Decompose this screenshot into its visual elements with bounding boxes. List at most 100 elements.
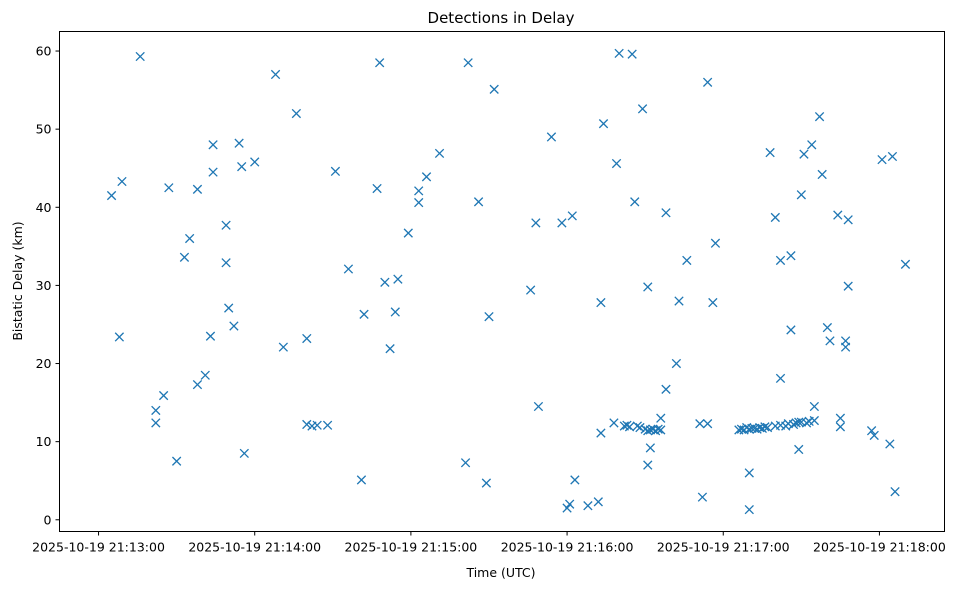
data-point [840, 336, 851, 346]
x-tick-label: 2025-10-19 21:16:00 [501, 540, 634, 555]
data-point [158, 390, 169, 401]
data-point [674, 296, 684, 306]
data-point [343, 264, 354, 274]
data-point [312, 420, 322, 430]
data-point [380, 277, 390, 287]
data-point [533, 401, 544, 412]
data-point [567, 211, 577, 221]
y-tick-label: 50 [36, 122, 52, 137]
data-point [302, 333, 312, 344]
plot-frame [59, 31, 945, 532]
data-point [434, 148, 445, 159]
data-point [611, 158, 622, 169]
data-point [179, 252, 190, 262]
x-tick-label: 2025-10-19 21:18:00 [813, 540, 946, 555]
data-point [762, 422, 773, 433]
data-point [375, 58, 385, 68]
data-point [708, 297, 718, 308]
data-point [890, 486, 900, 497]
data-point [786, 325, 796, 335]
y-tick-label: 30 [36, 278, 52, 293]
data-point [702, 419, 713, 429]
data-point [356, 475, 367, 485]
data-point [866, 426, 877, 436]
data-point [900, 259, 911, 269]
data-point [656, 425, 666, 435]
plot-area: 2025-10-19 21:13:00 2025-10-19 21:14:00 20… [32, 31, 946, 555]
data-point [835, 422, 846, 432]
x-tick-label: 2025-10-19 21:14:00 [188, 540, 321, 555]
data-point [229, 321, 239, 331]
data-point [330, 166, 341, 177]
y-tick-label: 60 [36, 44, 52, 59]
x-tick-label: 2025-10-19 21:15:00 [345, 540, 478, 555]
data-point [744, 468, 754, 478]
data-point [390, 307, 400, 317]
data-point [697, 492, 708, 502]
data-point [744, 504, 754, 515]
data-point [525, 285, 536, 295]
x-axis-label: Time (UTC) [465, 565, 535, 580]
data-point [278, 342, 289, 352]
data-point [661, 208, 671, 218]
data-point [671, 358, 682, 369]
data-point [200, 370, 210, 380]
data-point [570, 475, 580, 485]
data-point [833, 210, 843, 220]
data-point [151, 405, 161, 416]
data-point [484, 311, 494, 322]
data-point [622, 420, 632, 430]
data-point [822, 322, 833, 333]
data-point [835, 413, 846, 423]
data-point [239, 448, 249, 459]
data-point [661, 384, 671, 394]
data-point [817, 169, 827, 180]
data-point [460, 458, 471, 468]
data-point [682, 255, 692, 266]
data-point [596, 428, 606, 438]
data-point [164, 183, 174, 193]
data-point [557, 218, 567, 228]
data-point [775, 373, 786, 384]
data-point [489, 84, 499, 94]
data-point [643, 282, 653, 292]
data-point [796, 190, 806, 200]
data-point [801, 418, 812, 428]
data-point [614, 48, 624, 59]
data-point [596, 297, 606, 308]
data-point [463, 58, 473, 68]
data-point [656, 413, 666, 423]
data-point [135, 51, 145, 62]
data-point [799, 149, 809, 159]
data-point [531, 218, 541, 228]
data-point [205, 331, 216, 341]
data-point [598, 119, 609, 129]
y-tick-label: 40 [36, 200, 52, 215]
data-point [171, 456, 182, 466]
data-point [237, 161, 247, 172]
data-point [414, 186, 424, 196]
data-point [643, 426, 653, 436]
data-point [302, 419, 312, 430]
data-point [825, 336, 835, 346]
x-axis-ticks: 2025-10-19 21:13:00 2025-10-19 21:14:00 20… [32, 531, 946, 555]
data-point [473, 197, 484, 207]
data-point [322, 420, 333, 430]
data-point [770, 212, 780, 223]
data-point [710, 238, 721, 248]
data-point [702, 77, 713, 87]
data-point [885, 439, 895, 449]
data-point [736, 424, 747, 434]
data-point [291, 108, 302, 119]
data-point [869, 430, 879, 441]
y-axis-label: Bistatic Delay (km) [10, 221, 25, 340]
x-tick-label: 2025-10-19 21:13:00 [32, 540, 165, 555]
data-point [593, 497, 603, 507]
data-point [114, 332, 125, 342]
data-point [630, 197, 640, 207]
y-tick-label: 10 [36, 434, 52, 449]
data-point [843, 281, 853, 291]
data-point [234, 138, 244, 148]
data-point [117, 176, 127, 187]
